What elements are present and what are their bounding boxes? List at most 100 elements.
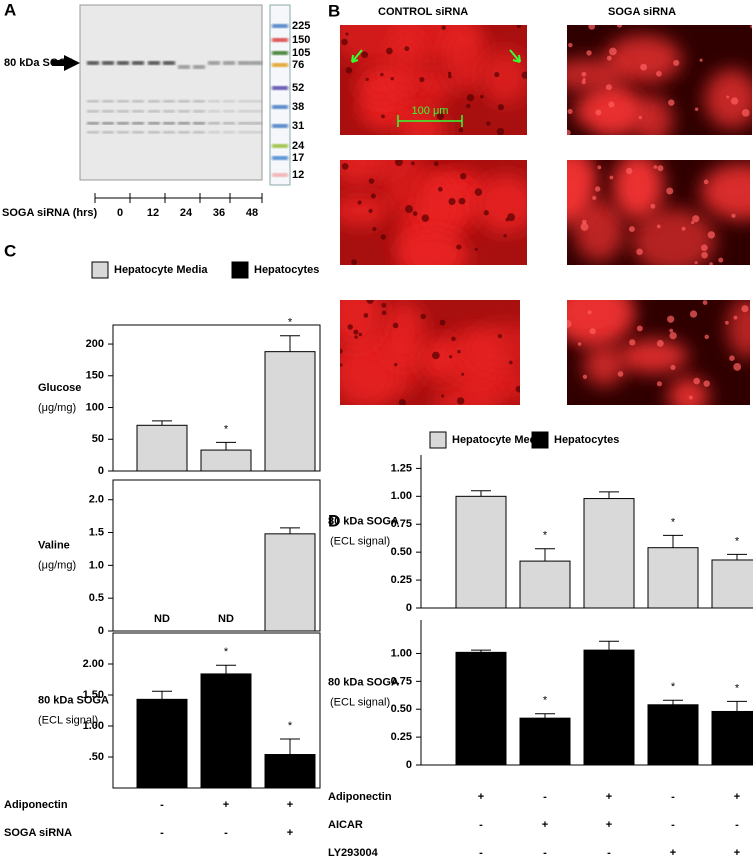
y-tick-label: 0.5 bbox=[89, 592, 104, 604]
spot bbox=[358, 332, 363, 337]
spot bbox=[741, 305, 749, 313]
y-tick-label: 1.00 bbox=[391, 490, 412, 502]
band bbox=[208, 61, 220, 65]
ladder-label: 17 bbox=[292, 152, 304, 164]
spot bbox=[629, 339, 636, 346]
y-unit: (ECL signal) bbox=[330, 535, 390, 547]
band bbox=[178, 100, 190, 103]
cell bbox=[340, 160, 379, 189]
spot bbox=[670, 364, 676, 370]
value-label: ND bbox=[218, 613, 234, 625]
band bbox=[117, 100, 129, 103]
band bbox=[132, 61, 144, 65]
cell bbox=[704, 69, 752, 129]
spot bbox=[381, 310, 387, 316]
spot bbox=[451, 336, 456, 342]
spot bbox=[466, 93, 475, 102]
y-tick-label: 50 bbox=[92, 433, 104, 445]
arrow bbox=[351, 49, 363, 63]
ladder-label: 76 bbox=[292, 59, 304, 71]
bar bbox=[519, 717, 571, 766]
significance: * bbox=[735, 682, 740, 694]
spot bbox=[567, 320, 572, 328]
y-unit: (ECL signal) bbox=[38, 714, 98, 726]
band bbox=[148, 100, 160, 103]
band bbox=[208, 122, 220, 125]
cell bbox=[340, 195, 389, 226]
condition-name: AICAR bbox=[328, 819, 363, 831]
y-tick-label: 100 bbox=[86, 401, 104, 413]
spot bbox=[441, 394, 445, 398]
spot bbox=[448, 74, 452, 79]
panel-label: C bbox=[4, 241, 16, 260]
bar bbox=[711, 559, 753, 609]
band bbox=[163, 100, 175, 103]
spot bbox=[341, 38, 348, 46]
spot bbox=[640, 63, 648, 71]
ladder-band bbox=[272, 173, 288, 177]
blot bbox=[79, 4, 263, 181]
spot bbox=[447, 71, 452, 76]
condition-name: LY293004 bbox=[328, 847, 379, 859]
y-label: 80 kDa SOGA bbox=[38, 694, 109, 706]
spot bbox=[405, 205, 413, 214]
cell bbox=[385, 29, 426, 98]
spot bbox=[699, 58, 703, 62]
condition-value: + bbox=[606, 791, 612, 803]
band bbox=[208, 131, 220, 134]
condition-value: - bbox=[735, 819, 739, 831]
y-label: 80 kDa SOGA bbox=[328, 515, 399, 527]
spot bbox=[474, 188, 483, 196]
spot bbox=[656, 70, 662, 77]
y-unit: (μg/mg) bbox=[38, 402, 76, 414]
significance: * bbox=[543, 695, 548, 707]
spot bbox=[505, 217, 509, 222]
arrow bbox=[52, 55, 80, 71]
legend-label: Hepatocyte Media bbox=[114, 264, 208, 276]
micrograph bbox=[340, 300, 520, 405]
band bbox=[238, 131, 250, 134]
condition-value: - bbox=[543, 847, 547, 859]
condition-value: - bbox=[607, 847, 611, 859]
spot bbox=[456, 244, 462, 250]
spot bbox=[390, 77, 394, 81]
spot bbox=[568, 42, 573, 48]
condition-value: - bbox=[224, 827, 228, 839]
spot bbox=[581, 80, 586, 85]
spot bbox=[439, 319, 446, 326]
spot bbox=[398, 399, 406, 405]
band bbox=[193, 100, 205, 103]
legend-swatch bbox=[91, 261, 109, 279]
ladder-band bbox=[272, 24, 288, 28]
condition-name: Adiponectin bbox=[328, 791, 392, 803]
spot bbox=[353, 329, 359, 335]
ladder-label: 150 bbox=[292, 34, 310, 46]
ladder-label: 225 bbox=[292, 20, 310, 32]
axis-label: SOGA siRNA (hrs) bbox=[2, 207, 97, 219]
bar bbox=[264, 754, 316, 789]
spot bbox=[597, 165, 602, 170]
spot bbox=[436, 112, 445, 120]
band bbox=[163, 122, 175, 125]
spot bbox=[673, 59, 680, 67]
band bbox=[102, 131, 114, 134]
spot bbox=[386, 47, 393, 55]
condition-value: - bbox=[671, 791, 675, 803]
y-tick-label: 0.75 bbox=[391, 675, 412, 687]
ladder-band bbox=[272, 144, 288, 148]
spot bbox=[689, 310, 698, 318]
timepoint-label: 36 bbox=[213, 207, 225, 219]
band bbox=[102, 122, 114, 125]
band bbox=[178, 110, 190, 113]
spot bbox=[582, 374, 588, 380]
spot bbox=[707, 231, 716, 239]
band bbox=[163, 110, 175, 113]
band bbox=[178, 65, 190, 69]
band bbox=[117, 131, 129, 134]
micrographs bbox=[340, 25, 752, 405]
spot bbox=[457, 397, 465, 405]
spot bbox=[497, 334, 503, 339]
ladder-band bbox=[272, 51, 288, 55]
spot bbox=[605, 84, 612, 91]
band bbox=[193, 122, 205, 125]
